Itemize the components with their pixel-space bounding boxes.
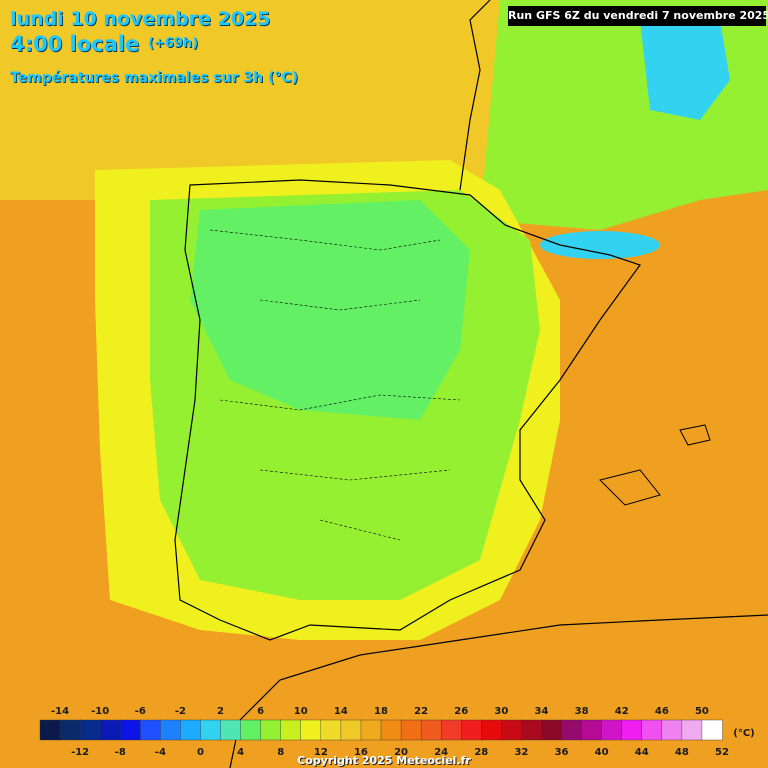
legend-upper-label: 50 — [695, 706, 709, 717]
legend-upper-label: 18 — [374, 706, 388, 717]
island-mallorca — [599, 469, 661, 506]
legend-swatch — [260, 719, 282, 741]
legend-upper-label: -10 — [91, 706, 109, 717]
legend-swatch — [481, 719, 503, 741]
legend-swatch — [581, 719, 603, 741]
legend-lower-label: -4 — [155, 747, 166, 758]
copyright-text: Copyright 2025 Meteociel.fr — [297, 754, 471, 767]
legend-lower-label: 40 — [595, 747, 609, 758]
legend-upper-label: 26 — [454, 706, 468, 717]
legend-unit: (°C) — [733, 728, 754, 739]
legend-swatch — [160, 719, 182, 741]
legend-lower-label: 28 — [474, 747, 488, 758]
legend-swatch — [99, 719, 121, 741]
legend-swatch — [320, 719, 342, 741]
legend-upper-label: 2 — [217, 706, 224, 717]
legend-upper-label: 6 — [257, 706, 264, 717]
legend-swatch — [240, 719, 262, 741]
legend-swatch — [340, 719, 362, 741]
field-alps-cold — [640, 20, 730, 120]
legend-swatch — [380, 719, 402, 741]
legend-swatch — [681, 719, 703, 741]
legend-upper-label: 38 — [575, 706, 589, 717]
forecast-offset: (+69h) — [148, 36, 199, 51]
legend-upper-label: 30 — [494, 706, 508, 717]
legend-swatch — [180, 719, 202, 741]
legend-upper-label: -2 — [175, 706, 186, 717]
legend-lower-label: 52 — [715, 747, 729, 758]
coastline-africa — [229, 614, 768, 768]
legend-swatch — [601, 719, 623, 741]
legend-lower-label: -12 — [71, 747, 89, 758]
legend-swatch — [661, 719, 683, 741]
island-menorca — [679, 424, 711, 446]
legend-upper-label: 14 — [334, 706, 348, 717]
legend-lower-label: 16 — [354, 747, 368, 758]
legend-swatch — [521, 719, 543, 741]
legend-swatch — [39, 719, 61, 741]
legend-swatch — [461, 719, 482, 741]
legend-lower-labels: -12 -8 -4 0 4 8 12 16 20 24 28 32 36 40 44 48 52 — [71, 747, 729, 758]
legend-upper-label: 10 — [294, 706, 308, 717]
legend-upper-label: 42 — [615, 706, 629, 717]
legend-swatch — [120, 719, 141, 741]
legend-lower-label: 8 — [277, 747, 284, 758]
color-legend: -14 -10 -6 -2 2 6 10 14 18 22 26 30 34 38 42 46 50 -12 -8… — [39, 706, 755, 758]
legend-lower-label: 44 — [635, 747, 649, 758]
field-cool-meseta — [190, 200, 470, 420]
region-borders — [209, 229, 461, 541]
legend-upper-label: -14 — [51, 706, 69, 717]
parameter-title: Températures maximales sur 3h (°C) — [10, 70, 299, 86]
legend-swatch — [440, 719, 462, 741]
forecast-date: lundi 10 novembre 2025 — [10, 8, 271, 30]
coastline-iberia — [174, 179, 641, 641]
legend-swatch — [701, 719, 723, 741]
legend-upper-label: 34 — [535, 706, 549, 717]
legend-lower-label: 36 — [555, 747, 569, 758]
legend-lower-label: -8 — [115, 747, 126, 758]
field-north-east — [480, 0, 768, 230]
legend-lower-label: 48 — [675, 747, 689, 758]
legend-swatch — [220, 719, 242, 741]
legend-swatch — [360, 719, 382, 741]
forecast-time: 4:00 locale — [10, 32, 140, 56]
legend-swatch — [59, 719, 81, 741]
legend-lower-label: 24 — [434, 747, 448, 758]
legend-upper-labels: -14 -10 -6 -2 2 6 10 14 18 22 26 30 34 38 42 46 50 — [51, 706, 709, 717]
legend-swatch — [621, 719, 643, 741]
legend-upper-label: 46 — [655, 706, 669, 717]
legend-swatch — [561, 719, 583, 741]
legend-swatch — [541, 719, 563, 741]
legend-lower-label: 0 — [197, 747, 204, 758]
legend-swatch — [79, 719, 101, 741]
legend-swatch — [641, 719, 663, 741]
legend-upper-label: -6 — [135, 706, 146, 717]
legend-upper-label: 22 — [414, 706, 428, 717]
legend-swatch — [200, 719, 222, 741]
legend-lower-label: 4 — [237, 747, 244, 758]
run-label: Run GFS 6Z du vendredi 7 novembre 2025 — [508, 6, 768, 26]
legend-lower-label: 32 — [514, 747, 528, 758]
legend-swatch — [280, 719, 302, 741]
legend-swatch — [400, 719, 422, 741]
field-pyrenees-cold — [540, 231, 660, 259]
legend-bar — [39, 719, 723, 741]
coastline-france — [459, 0, 491, 191]
legend-swatch — [300, 719, 322, 741]
legend-swatch — [420, 719, 442, 741]
legend-lower-label: 12 — [314, 747, 328, 758]
legend-lower-label: 20 — [394, 747, 408, 758]
legend-swatch — [140, 719, 162, 741]
legend-swatch — [501, 719, 523, 741]
